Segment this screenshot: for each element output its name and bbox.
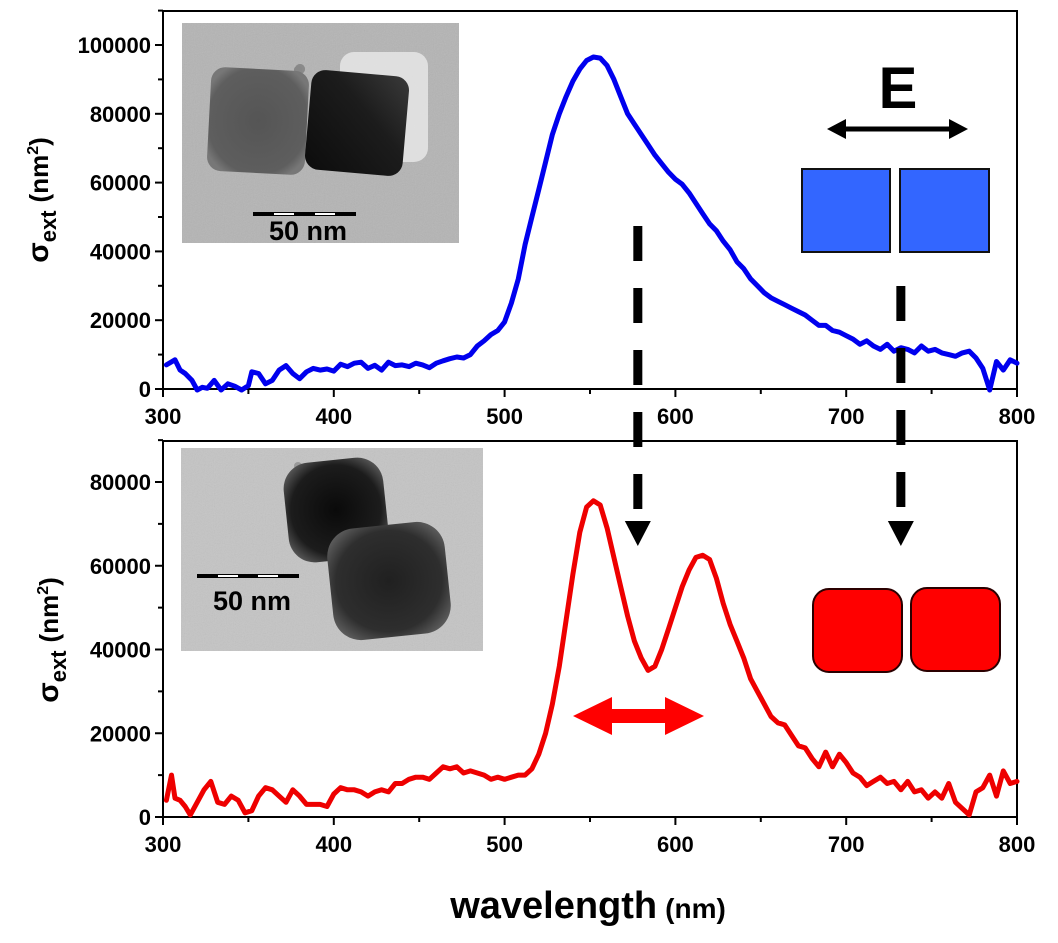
bottom-ylabel-sigma: σ xyxy=(32,682,65,703)
top-ylabel-sup: 2 xyxy=(25,146,42,155)
top-y-tick-label: 100000 xyxy=(78,33,151,58)
top-x-tick-label: 400 xyxy=(315,404,352,429)
top-x-tick-label: 700 xyxy=(828,404,865,429)
top-ylabel-unit: (nm xyxy=(24,155,54,203)
bottom-x-tick-label: 300 xyxy=(145,832,182,857)
bottom-x-tick-label: 400 xyxy=(315,832,352,857)
top-y-tick-label: 0 xyxy=(139,377,151,402)
field-schematic: E xyxy=(801,56,990,253)
x-axis-title: wavelength (nm) xyxy=(449,885,726,927)
guide-arrowhead xyxy=(624,521,651,546)
top-y-axis-title: σext (nm2) xyxy=(22,137,61,263)
xlabel-unit: (nm) xyxy=(665,893,726,924)
bottom-x-tick-label: 500 xyxy=(486,832,523,857)
bottom-x-tick-label: 800 xyxy=(999,832,1036,857)
top-series-line xyxy=(163,54,1020,393)
dashed-guides xyxy=(624,226,914,546)
bottom-series-line xyxy=(163,498,1020,818)
top-ylabel-sigma: σ xyxy=(22,242,55,263)
top-x-tick-label: 600 xyxy=(657,404,694,429)
top-tem-inset: 50 nm xyxy=(182,23,459,246)
top-ylabel-close: ) xyxy=(24,137,54,146)
top-y-tick-label: 40000 xyxy=(90,239,151,264)
bottom-ylabel-close: ) xyxy=(34,577,64,586)
bottom-y-tick-label: 0 xyxy=(139,805,151,830)
bottom-x-axis: 300 400 500 600 700 800 xyxy=(145,817,1036,857)
bottom-tem-inset: 50 nm xyxy=(181,448,483,651)
field-label-e: E xyxy=(879,56,918,121)
top-scalebar: 50 nm xyxy=(253,212,356,246)
red-cube-left xyxy=(812,588,903,673)
bottom-y-axis: 0 20000 40000 60000 80000 xyxy=(90,439,163,830)
top-x-tick-label: 800 xyxy=(999,404,1036,429)
bottom-x-tick-label: 700 xyxy=(828,832,865,857)
guide-arrowhead xyxy=(887,521,914,546)
svg-text:σext(nm2): σext (nm2) xyxy=(22,137,61,263)
svg-text:σext(nm2): σext (nm2) xyxy=(32,577,71,703)
bottom-y-axis-title: σext (nm2) xyxy=(32,577,71,703)
top-x-tick-label: 500 xyxy=(486,404,523,429)
top-scalebar-label: 50 nm xyxy=(269,216,347,246)
bottom-y-tick-label: 80000 xyxy=(90,470,151,495)
red-cube-right xyxy=(910,587,1001,672)
bottom-panel: 0 20000 40000 60000 80000 300 400 500 600 700 800… xyxy=(32,439,1036,927)
bottom-ylabel-sub: ext xyxy=(46,650,71,682)
field-double-arrow xyxy=(827,119,968,139)
top-y-axis: 0 20000 40000 60000 80000 100000 xyxy=(78,9,163,402)
bottom-scalebar: 50 nm xyxy=(197,574,299,616)
red-double-arrow xyxy=(573,697,704,735)
bottom-ylabel-unit: (nm xyxy=(34,595,64,643)
top-panel: 0 20000 40000 60000 80000 100000 300 400 500 600… xyxy=(22,9,1036,429)
top-y-tick-label: 80000 xyxy=(90,102,151,127)
top-y-tick-label: 60000 xyxy=(90,171,151,196)
top-y-tick-label: 20000 xyxy=(90,308,151,333)
top-x-axis: 300 400 500 600 700 800 xyxy=(145,389,1036,429)
bottom-y-tick-label: 40000 xyxy=(90,638,151,663)
blue-cube-left xyxy=(801,168,891,253)
top-ylabel-sub: ext xyxy=(36,210,61,242)
bottom-scalebar-label: 50 nm xyxy=(213,586,291,616)
bottom-ylabel-sup: 2 xyxy=(35,586,52,595)
xlabel-main: wavelength xyxy=(449,885,657,927)
bottom-x-tick-label: 600 xyxy=(657,832,694,857)
top-x-tick-label: 300 xyxy=(145,404,182,429)
bottom-y-tick-label: 60000 xyxy=(90,554,151,579)
bottom-y-tick-label: 20000 xyxy=(90,721,151,746)
blue-cube-right xyxy=(899,168,990,253)
